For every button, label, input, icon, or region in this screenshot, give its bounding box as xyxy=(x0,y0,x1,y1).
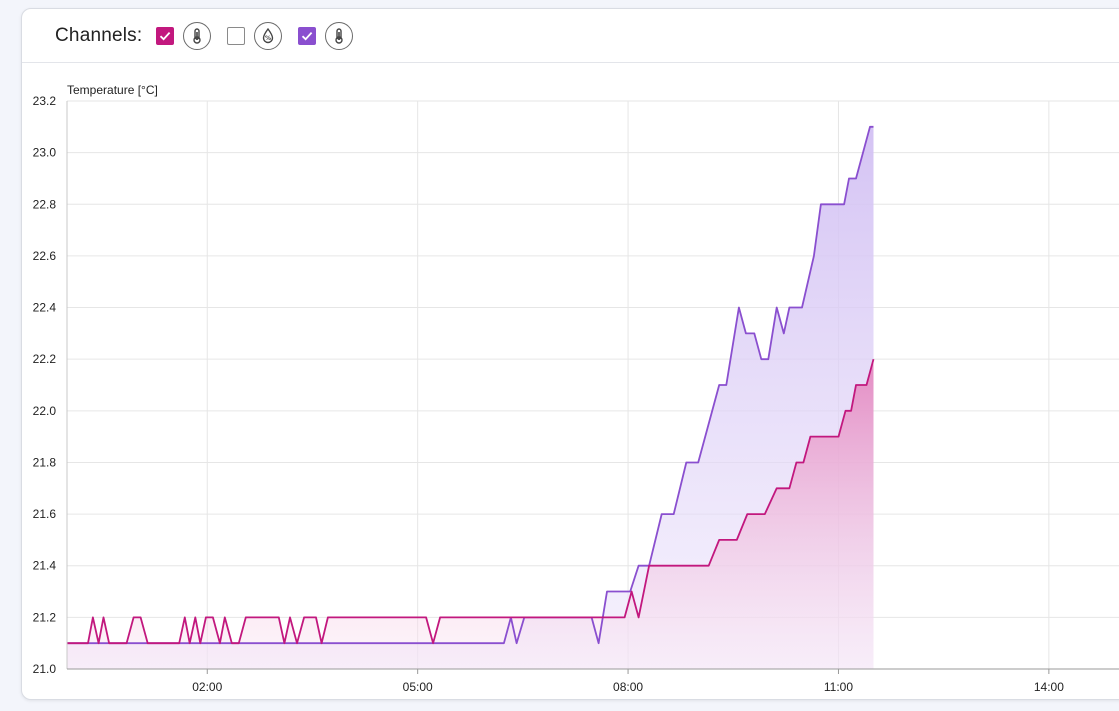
channel-1 xyxy=(156,21,212,50)
svg-text:%: % xyxy=(265,35,271,42)
checkmark-icon xyxy=(302,31,313,40)
x-tick-label: 11:00 xyxy=(824,680,853,694)
y-tick-label: 22.8 xyxy=(33,197,57,211)
y-tick-label: 21.8 xyxy=(33,455,57,469)
chart-card: Channels: % xyxy=(21,8,1119,700)
channels-toolbar: Channels: % xyxy=(22,9,1119,63)
channels-label: Channels: xyxy=(55,24,143,46)
thermometer-icon xyxy=(183,21,212,50)
checkmark-icon xyxy=(160,31,171,40)
x-tick-label: 02:00 xyxy=(192,680,222,694)
y-tick-label: 22.0 xyxy=(33,404,57,418)
y-axis-label: Temperature [°C] xyxy=(67,83,158,97)
y-tick-label: 22.2 xyxy=(33,352,57,366)
y-tick-label: 22.6 xyxy=(33,249,57,263)
thermometer-icon xyxy=(325,21,354,50)
x-tick-label: 14:00 xyxy=(1034,680,1064,694)
series-1-line xyxy=(67,125,874,645)
series-2-area xyxy=(67,359,874,669)
y-tick-label: 21.2 xyxy=(33,610,57,624)
y-tick-label: 21.0 xyxy=(33,662,57,676)
channel-3-checkbox[interactable] xyxy=(298,26,317,45)
series-2-line xyxy=(67,358,875,645)
series-1-area xyxy=(67,126,874,670)
left-gutter xyxy=(0,0,21,711)
y-tick-label: 23.0 xyxy=(33,146,57,160)
channel-2: % xyxy=(227,21,283,50)
channel-1-checkbox[interactable] xyxy=(156,26,175,45)
humidity-icon: % xyxy=(254,21,283,50)
x-tick-label: 05:00 xyxy=(403,680,433,694)
channel-2-checkbox[interactable] xyxy=(227,26,246,45)
y-tick-label: 23.2 xyxy=(33,94,57,108)
channel-3 xyxy=(298,21,354,50)
y-tick-label: 22.4 xyxy=(33,301,57,315)
y-tick-label: 21.4 xyxy=(33,559,57,573)
x-tick-label: 08:00 xyxy=(613,680,643,694)
y-tick-label: 21.6 xyxy=(33,507,57,521)
